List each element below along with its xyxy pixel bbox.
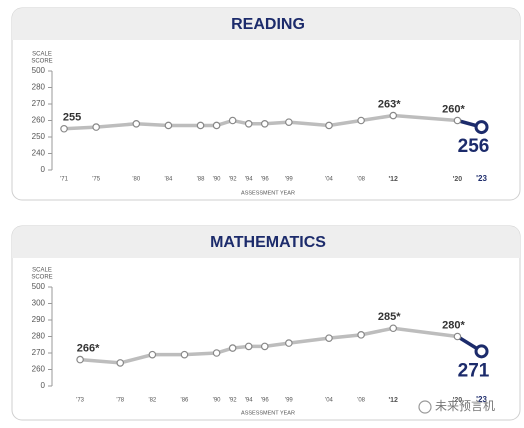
x-tick-label: '92 xyxy=(229,398,237,404)
point xyxy=(357,331,365,339)
x-tick-label: '75 xyxy=(92,177,100,183)
x-tick-label: '88 xyxy=(197,177,205,183)
watermark-icon xyxy=(418,400,432,414)
point xyxy=(325,334,333,342)
point xyxy=(180,350,189,359)
y-tick-label: 0 xyxy=(41,165,46,174)
x-tick-label: '20 xyxy=(453,397,463,404)
y-tick-label: 280 xyxy=(32,332,46,341)
y-tick-label: 500 xyxy=(32,66,46,75)
point xyxy=(212,349,221,357)
x-tick-label: '90 xyxy=(213,398,221,404)
point xyxy=(260,342,269,351)
x-tick-label: '12 xyxy=(388,176,398,183)
y-axis-title: SCALE xyxy=(32,52,52,58)
point xyxy=(228,116,237,125)
point xyxy=(228,344,237,352)
point xyxy=(76,355,84,364)
point xyxy=(132,120,141,128)
y-axis-title: SCALE xyxy=(32,268,52,274)
x-tick-label: '23 xyxy=(476,174,487,183)
x-tick-label: '08 xyxy=(357,177,365,183)
y-tick-label: 300 xyxy=(32,299,46,308)
x-tick-label: '99 xyxy=(285,398,293,404)
point xyxy=(453,116,462,125)
point xyxy=(285,118,293,126)
x-axis-title: ASSESSMENT YEAR xyxy=(241,410,295,416)
point xyxy=(285,339,293,347)
x-tick-label: '04 xyxy=(325,177,333,183)
x-tick-label: '96 xyxy=(261,398,269,404)
point xyxy=(244,120,253,128)
x-tick-label: '08 xyxy=(357,398,365,404)
x-tick-label: '92 xyxy=(229,177,237,183)
x-tick-label: '80 xyxy=(132,177,140,183)
y-axis-title: SCORE xyxy=(31,59,52,65)
x-tick-label: '94 xyxy=(245,177,253,183)
latest-point xyxy=(474,120,489,135)
value-label: 266* xyxy=(77,343,100,355)
y-tick-label: 260 xyxy=(32,365,46,374)
point xyxy=(116,359,125,367)
point xyxy=(453,332,462,341)
x-tick-label: '94 xyxy=(245,398,253,404)
panel-header xyxy=(12,226,520,258)
x-tick-label: '86 xyxy=(181,398,189,404)
point xyxy=(244,342,253,351)
y-tick-label: 280 xyxy=(32,83,46,92)
x-tick-label: '90 xyxy=(213,177,221,183)
value-label: 285* xyxy=(378,311,401,323)
point xyxy=(389,324,398,333)
value-label: 263* xyxy=(378,98,401,110)
point xyxy=(92,123,100,131)
x-tick-label: '82 xyxy=(148,398,156,404)
panel-title: READING xyxy=(231,16,305,33)
score-line xyxy=(63,113,458,131)
y-tick-label: 500 xyxy=(32,282,46,291)
point xyxy=(212,121,221,130)
point xyxy=(325,121,333,130)
y-axis-title: SCORE xyxy=(31,275,52,281)
x-tick-label: '23 xyxy=(476,395,487,404)
y-tick-label: 240 xyxy=(32,149,46,158)
panel-title: MATHEMATICS xyxy=(210,234,326,251)
x-tick-label: '12 xyxy=(388,397,398,404)
point xyxy=(60,124,68,133)
value-label: 260* xyxy=(442,103,465,115)
panel-header xyxy=(12,8,520,40)
x-tick-label: '84 xyxy=(165,177,173,183)
x-tick-label: '73 xyxy=(76,398,84,404)
y-tick-label: 270 xyxy=(32,348,46,357)
y-tick-label: 270 xyxy=(32,99,46,108)
x-axis-title: ASSESSMENT YEAR xyxy=(241,190,295,196)
x-tick-label: '20 xyxy=(453,176,463,183)
value-label: 255 xyxy=(63,112,81,124)
value-label: 280* xyxy=(442,319,465,331)
latest-label: 271 xyxy=(458,360,490,381)
latest-point xyxy=(474,344,489,359)
y-tick-label: 0 xyxy=(41,381,46,390)
x-tick-label: '71 xyxy=(60,177,68,183)
x-tick-label: '04 xyxy=(325,398,333,404)
point xyxy=(148,350,157,359)
y-tick-label: 250 xyxy=(32,132,46,141)
x-tick-label: '78 xyxy=(116,398,124,404)
y-tick-label: 290 xyxy=(32,315,46,324)
point xyxy=(196,121,205,130)
point xyxy=(164,121,173,130)
watermark: 未来预言机 xyxy=(435,399,495,413)
point xyxy=(357,116,365,125)
point xyxy=(389,111,398,120)
latest-label: 256 xyxy=(458,136,490,157)
x-tick-label: '96 xyxy=(261,177,269,183)
y-tick-label: 260 xyxy=(32,116,46,125)
point xyxy=(260,120,269,128)
x-tick-label: '99 xyxy=(285,177,293,183)
